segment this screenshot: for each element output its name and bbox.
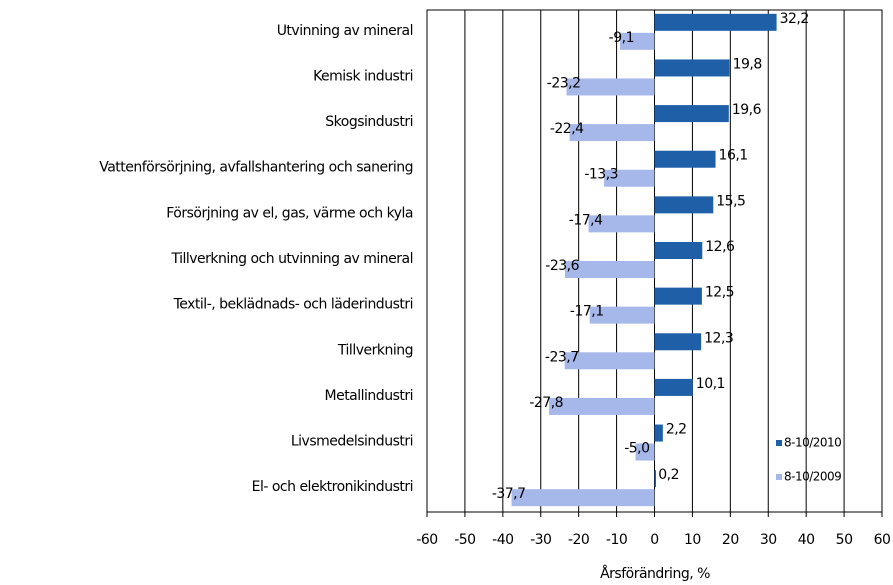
bar [654, 242, 703, 259]
value-label: -23,2 [547, 75, 581, 91]
value-label: 32,2 [780, 11, 809, 27]
legend-label: 8-10/2010 [784, 436, 841, 450]
x-tick-label: 40 [798, 532, 815, 548]
value-label: -22,4 [550, 121, 584, 137]
x-tick-label: 0 [650, 532, 658, 548]
bar [654, 287, 702, 305]
x-tick-label: 60 [874, 532, 891, 548]
x-tick-label: 10 [684, 532, 701, 548]
y-tick-label: Tillverkning [337, 342, 413, 358]
value-label: 0,2 [658, 467, 679, 483]
value-label: 2,2 [666, 422, 687, 438]
x-tick-label: -60 [416, 532, 437, 548]
bar [549, 397, 655, 415]
value-label: 12,3 [704, 330, 733, 346]
bar [589, 306, 655, 324]
bar [565, 261, 655, 278]
x-tick-label: -20 [568, 532, 589, 548]
value-label: -23,6 [545, 258, 579, 274]
bar [511, 489, 655, 507]
x-axis-label: Årsförändring, % [600, 565, 710, 582]
y-tick-label: Livsmedelsindustri [291, 434, 413, 450]
value-label: -5,0 [624, 441, 649, 457]
legend-label: 8-10/2009 [784, 470, 841, 484]
y-tick-label: Skogsindustri [325, 114, 413, 130]
bar [564, 352, 655, 370]
bar [654, 333, 702, 351]
legend-swatch [776, 440, 782, 446]
value-label: -27,8 [529, 395, 563, 411]
value-label: -37,7 [492, 486, 526, 502]
bar [588, 215, 655, 233]
value-label: -13,3 [584, 167, 618, 183]
bar [619, 32, 655, 50]
x-tick-label: -30 [530, 532, 551, 548]
bar [654, 470, 656, 488]
value-label: -17,4 [569, 212, 603, 228]
x-tick-label: 30 [760, 532, 777, 548]
bar [604, 169, 655, 187]
x-tick-label: 50 [836, 532, 853, 548]
y-tick-label: Försörjning av el, gas, värme och kyla [166, 205, 413, 221]
y-tick-label: Vattenförsörjning, avfallshantering och … [99, 160, 413, 176]
x-tick-label: -50 [454, 532, 475, 548]
y-tick-label: Textil-, beklädnads- och läderindustri [173, 297, 413, 313]
bar [654, 13, 777, 31]
bar [654, 150, 716, 168]
plot-border [426, 9, 883, 513]
x-tick-label: 20 [722, 532, 739, 548]
value-label: 16,1 [719, 148, 748, 164]
legend-swatch [776, 474, 782, 480]
x-tick-label: -10 [606, 532, 627, 548]
y-tick-label: Tillverkning och utvinning av mineral [170, 251, 413, 267]
y-tick-label: El- och elektronikindustri [252, 479, 413, 495]
bar [654, 378, 693, 396]
value-label: -23,7 [545, 349, 579, 365]
bar [654, 59, 730, 77]
bar [569, 124, 655, 142]
value-label: 19,6 [732, 102, 762, 118]
y-tick-label: Metallindustri [325, 388, 414, 404]
bar [654, 105, 729, 123]
value-label: 12,6 [705, 239, 735, 255]
value-label: 19,8 [733, 56, 762, 72]
bar [654, 196, 714, 214]
value-label: 12,5 [705, 285, 734, 301]
bar [566, 78, 655, 96]
value-label: 10,1 [696, 376, 725, 392]
y-tick-label: Utvinning av mineral [277, 23, 413, 39]
value-label: 15,5 [716, 193, 745, 209]
x-tick-label: -40 [492, 532, 513, 548]
bar [654, 424, 663, 442]
value-label: -17,1 [570, 304, 604, 320]
bar [635, 443, 655, 461]
y-tick-label: Kemisk industri [313, 68, 413, 84]
value-label: -9,1 [609, 30, 634, 46]
